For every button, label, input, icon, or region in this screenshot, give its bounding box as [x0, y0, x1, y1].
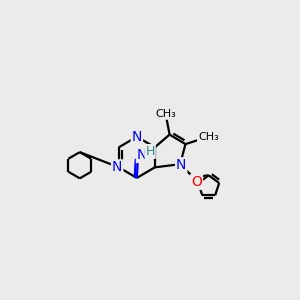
Text: N: N — [132, 130, 142, 144]
Text: CH₃: CH₃ — [198, 132, 219, 142]
Text: CH₃: CH₃ — [156, 109, 176, 119]
Text: H: H — [146, 145, 155, 158]
Text: N: N — [112, 160, 122, 174]
Text: N: N — [137, 148, 147, 162]
Text: N: N — [176, 158, 186, 172]
Text: O: O — [191, 175, 202, 189]
